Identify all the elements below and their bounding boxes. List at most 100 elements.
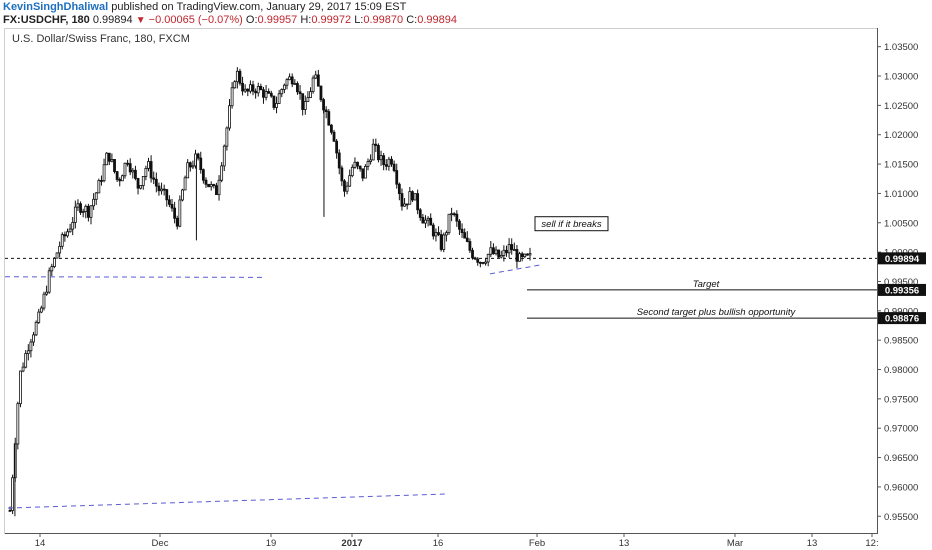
candle-body <box>505 249 508 254</box>
candle-body <box>356 161 359 167</box>
candle-body <box>303 101 307 110</box>
candle-body <box>165 189 169 201</box>
candle-body <box>215 185 218 196</box>
y-tick-label: 1.01000 <box>884 189 918 200</box>
candle-body <box>350 166 354 177</box>
candle-body <box>421 217 425 224</box>
candle-body <box>275 103 278 108</box>
candle-body <box>413 193 417 201</box>
candle-body <box>251 84 255 92</box>
candle-body <box>405 203 409 206</box>
candle-body <box>26 350 30 354</box>
candle-body <box>528 253 532 256</box>
candle-body <box>97 180 101 194</box>
x-tick-label: 19 <box>266 538 277 549</box>
candle-body <box>19 370 22 405</box>
candle-body <box>330 124 333 133</box>
candle-body <box>434 232 438 237</box>
candle-body <box>170 203 174 209</box>
candle-body <box>89 205 93 218</box>
candle-body <box>309 91 312 98</box>
x-tick-label: 14 <box>35 538 46 549</box>
candle-body <box>301 93 305 110</box>
candle-body <box>348 175 352 187</box>
candle-body <box>110 159 114 162</box>
candle-body <box>285 79 289 86</box>
price-label-box <box>878 312 926 325</box>
candle-body <box>463 232 467 239</box>
candle-body <box>11 477 15 511</box>
candle-body <box>188 162 192 168</box>
candle-body <box>277 93 281 104</box>
candle-body <box>371 143 375 161</box>
open-value: 0.99957 <box>257 14 298 26</box>
candle-body <box>178 199 182 227</box>
candle-body <box>105 152 109 166</box>
low-value: 0.99870 <box>363 14 404 26</box>
candle-body <box>32 334 35 343</box>
candle-body <box>507 244 511 254</box>
candle-body <box>510 244 514 250</box>
candle-body <box>408 191 412 205</box>
candle-body <box>162 188 166 191</box>
y-tick-label: 0.99000 <box>884 306 918 317</box>
candle-body <box>525 253 529 256</box>
close-value: 0.99894 <box>417 14 457 26</box>
candle-body <box>167 199 171 205</box>
candle-body <box>332 131 336 142</box>
y-tick-label: 0.98000 <box>884 365 918 376</box>
candle-body <box>50 266 54 272</box>
candle-body <box>73 206 77 223</box>
candle-body <box>207 183 210 188</box>
candle-body <box>131 169 135 173</box>
candle-body <box>416 193 420 211</box>
candle-body <box>437 232 440 235</box>
candle-body <box>199 157 203 171</box>
candle-body <box>502 249 506 256</box>
x-tick-label: 12: <box>865 538 878 549</box>
candle-body <box>100 180 103 182</box>
candle-body <box>337 152 341 169</box>
change-value: −0.00065 (−0.07%) <box>148 14 243 26</box>
candle-body <box>60 234 64 247</box>
candle-body <box>523 253 527 258</box>
candle-body <box>147 161 150 169</box>
candle-body <box>228 105 231 129</box>
candle-body <box>81 211 85 213</box>
price-label-box <box>878 283 926 296</box>
candle-body <box>94 192 98 200</box>
candle-body <box>262 89 265 98</box>
candle-body <box>335 140 339 154</box>
x-tick-label: Feb <box>529 538 545 549</box>
author-link[interactable]: KevinSinghDhaliwal <box>3 1 109 13</box>
candle-body <box>382 155 386 166</box>
candle-body <box>39 307 43 313</box>
candle-body <box>444 232 448 236</box>
symbol-label: FX:USDCHF, 180 <box>3 14 90 26</box>
candle-body <box>71 222 75 230</box>
candle-body <box>518 253 521 262</box>
candle-body <box>181 189 184 201</box>
candle-body <box>384 164 388 167</box>
drawings: sell if it breaks Target Second target plu… <box>4 216 877 509</box>
candle-body <box>204 179 208 185</box>
candle-body <box>126 162 129 165</box>
candle-body <box>424 219 427 224</box>
candle-body <box>306 97 310 102</box>
candle-body <box>136 178 140 189</box>
candle-body <box>246 88 250 92</box>
price-chart[interactable]: U.S. Dollar/Swiss Franc, 180, FXCM 0.955… <box>0 28 932 550</box>
y-axis: 0.95500 0.96000 0.96500 0.97000 0.97500 0.980… <box>877 42 918 523</box>
candle-body <box>29 341 33 352</box>
x-tick-label: Dec <box>152 538 169 549</box>
sell-annotation-text: sell if it breaks <box>541 219 601 230</box>
y-tick-label: 0.97500 <box>884 394 918 405</box>
candle-body <box>8 509 12 512</box>
candle-body <box>426 217 430 221</box>
candle-body <box>499 254 503 258</box>
candle-body <box>316 74 320 87</box>
candle-body <box>92 198 96 207</box>
candle-body <box>471 249 474 259</box>
candle-body <box>397 183 401 194</box>
candle-body <box>282 84 286 90</box>
